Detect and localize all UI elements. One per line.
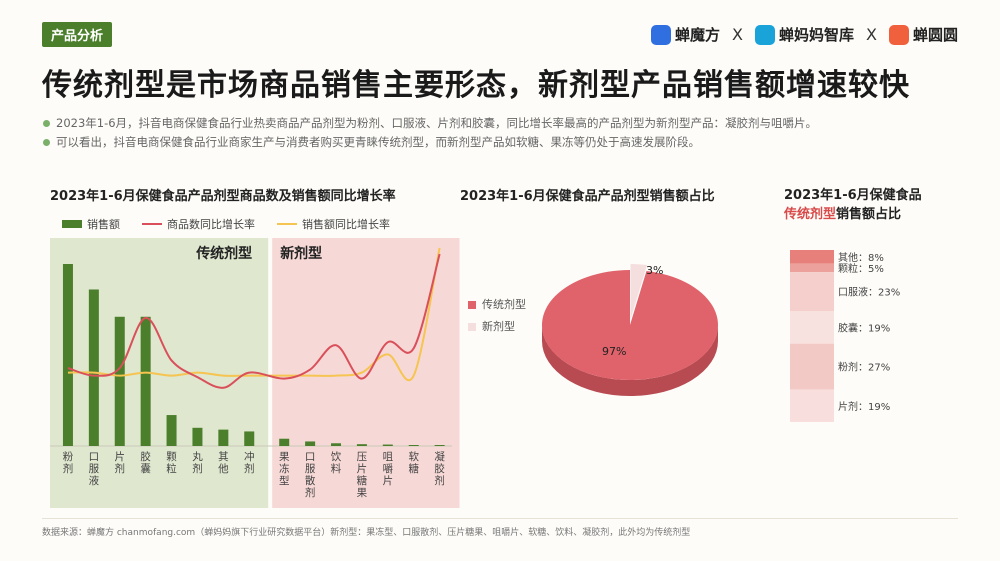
category-label: 凝胶剂 xyxy=(434,451,445,487)
bar-压片糖果 xyxy=(356,444,367,446)
legend-swatch xyxy=(468,301,476,309)
footer-divider xyxy=(42,518,958,519)
category-label: 果冻型 xyxy=(279,451,290,487)
legend-item: 传统剂型 xyxy=(468,294,526,316)
logo-name: 蝉圆圆 xyxy=(912,26,958,44)
logo-chanmama: 蝉妈妈智库 xyxy=(755,24,854,45)
legend-label: 商品数同比增长率 xyxy=(167,218,255,231)
bar-丸剂 xyxy=(192,427,203,446)
category-label: 口服散剂 xyxy=(305,451,316,499)
bar-粉剂 xyxy=(62,264,73,446)
stack-segment-颗粒 xyxy=(790,263,834,273)
bar-胶囊 xyxy=(140,316,151,446)
traditional-group-label: 传统剂型 xyxy=(195,245,252,262)
bar-饮料 xyxy=(331,443,342,446)
bullet-item: 2023年1-6月，抖音电商保健食品行业热卖商品产品剂型为粉剂、口服液、片剂和胶… xyxy=(42,114,962,133)
chanmama-logo-icon xyxy=(755,24,775,45)
stack-segment-粉剂 xyxy=(790,343,834,390)
pie-label-new: 3% xyxy=(646,264,663,277)
stack-segment-其他 xyxy=(790,250,834,264)
stack-label-片剂: 片剂：19% xyxy=(838,400,890,413)
bar-果冻型 xyxy=(279,438,290,446)
logo-separator: X xyxy=(866,25,877,44)
category-label: 压片糖果 xyxy=(357,451,368,499)
legend-item: 销售额同比增长率 xyxy=(277,216,390,232)
legend-bar-swatch xyxy=(62,220,82,228)
logo-separator: X xyxy=(732,25,743,44)
pie-label-main: 97% xyxy=(602,345,626,358)
legend-label: 销售额 xyxy=(87,218,120,231)
new-group-label: 新剂型 xyxy=(280,245,322,262)
stack-chart-title: 2023年1-6月保健食品 传统剂型销售额占比 xyxy=(784,186,922,224)
stack-label-其他: 其他：8% xyxy=(838,251,884,264)
stack-segment-片剂 xyxy=(790,389,834,422)
stack-title-line1: 2023年1-6月保健食品 xyxy=(784,188,922,203)
stack-label-口服液: 口服液：23% xyxy=(838,286,900,299)
legend-line-swatch xyxy=(277,222,297,226)
category-label: 其他 xyxy=(218,451,229,475)
legend-item: 商品数同比增长率 xyxy=(142,216,255,232)
bar-凝胶剂 xyxy=(434,445,445,446)
bar-冲剂 xyxy=(244,431,255,446)
bar-其他 xyxy=(218,429,229,446)
page-title: 传统剂型是市场商品销售主要形态，新剂型产品销售额增速较快 xyxy=(42,68,910,103)
category-label: 冲剂 xyxy=(244,450,255,475)
bar-口服液 xyxy=(88,289,99,446)
legend-item: 新剂型 xyxy=(468,316,526,338)
category-label: 咀嚼片 xyxy=(383,451,394,487)
legend-line-swatch xyxy=(142,222,162,226)
logo-chanyuanyuan: 蝉圆圆 xyxy=(888,24,958,45)
legend-label: 新剂型 xyxy=(482,320,515,333)
category-label: 片剂 xyxy=(115,450,126,475)
stack-label-粉剂: 粉剂：27% xyxy=(838,361,890,374)
combo-legend: 销售额 商品数同比增长率 销售额同比增长率 xyxy=(62,216,390,232)
combo-chart-title: 2023年1-6月保健食品产品剂型商品数及销售额同比增长率 xyxy=(50,189,396,204)
pie-chart-title: 2023年1-6月保健食品产品剂型销售额占比 xyxy=(460,189,715,204)
legend-swatch xyxy=(468,323,476,331)
category-label: 粉剂 xyxy=(63,450,74,475)
bar-软糖 xyxy=(408,445,419,446)
stack-title-suffix: 销售额占比 xyxy=(836,207,902,222)
bullet-item: 可以看出，抖音电商保健食品行业商家生产与消费者购买更青睐传统剂型，而新剂型产品如… xyxy=(42,133,962,152)
pie-slice-传统剂型 xyxy=(542,270,718,380)
stack-segment-口服液 xyxy=(790,272,834,312)
logo-name: 蝉魔方 xyxy=(675,26,721,44)
category-label: 软糖 xyxy=(408,450,419,475)
stacked-chart: 其他：8%颗粒：5% 口服液：23% 胶囊：19% 粉剂：27% 片剂：19% xyxy=(790,250,900,422)
bar-片剂 xyxy=(114,316,125,446)
bar-颗粒 xyxy=(166,415,177,446)
legend-item: 销售额 xyxy=(62,216,120,232)
category-label: 丸剂 xyxy=(192,450,203,475)
pie-side xyxy=(542,325,718,396)
bar-咀嚼片 xyxy=(382,444,393,446)
stack-label-胶囊: 胶囊：19% xyxy=(838,321,890,334)
section-tag: 产品分析 xyxy=(42,22,112,47)
partner-logos: 蝉魔方 X 蝉妈妈智库 X 蝉圆圆 xyxy=(651,22,958,47)
pie-legend: 传统剂型 新剂型 xyxy=(468,294,526,338)
bar-口服散剂 xyxy=(305,441,316,446)
stack-segment-胶囊 xyxy=(790,311,834,344)
category-label: 颗粒 xyxy=(166,451,177,475)
chanmofang-logo-icon xyxy=(651,24,672,45)
pie-slice-新剂型 xyxy=(630,264,648,320)
chanyuanyuan-logo-icon xyxy=(888,24,909,45)
legend-label: 传统剂型 xyxy=(482,298,526,311)
category-label: 口服液 xyxy=(89,451,100,487)
logo-name: 蝉妈妈智库 xyxy=(779,26,855,44)
summary-bullets: 2023年1-6月，抖音电商保健食品行业热卖商品产品剂型为粉剂、口服液、片剂和胶… xyxy=(42,114,962,152)
stack-label-颗粒: 颗粒：5% xyxy=(838,262,884,275)
source-note: 数据来源：蝉魔方 chanmofang.com（蝉妈妈旗下行业研究数据平台）新剂… xyxy=(42,528,691,538)
category-label: 饮料 xyxy=(331,450,342,475)
legend-label: 销售额同比增长率 xyxy=(302,218,390,231)
stack-title-highlight: 传统剂型 xyxy=(784,207,837,222)
category-label: 胶囊 xyxy=(140,450,151,475)
pie-chart: 97% 3% xyxy=(542,264,718,396)
stack-title-line2: 传统剂型销售额占比 xyxy=(784,205,922,224)
line-series-销售额同比增长率 xyxy=(67,247,441,382)
line-series-商品数同比增长率 xyxy=(67,253,441,389)
logo-chanmofang: 蝉魔方 xyxy=(651,24,720,45)
